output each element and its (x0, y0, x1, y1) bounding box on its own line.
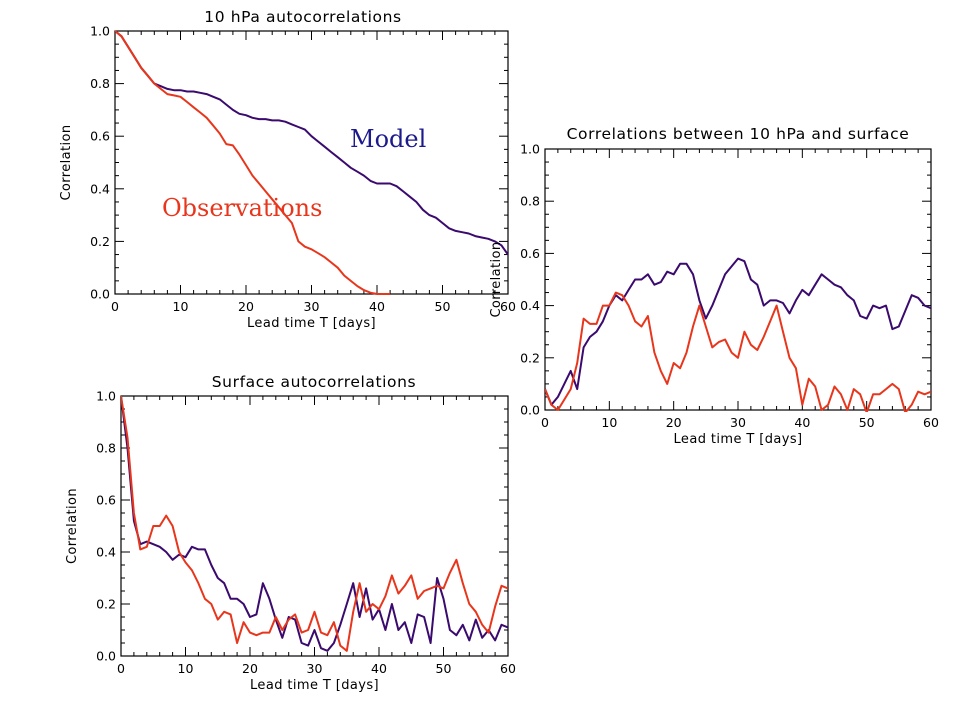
x-tick-label: 50 (859, 415, 875, 430)
x-tick-label: 20 (242, 661, 258, 676)
x-tick-label: 40 (371, 661, 387, 676)
y-tick-label: 0.0 (90, 287, 110, 302)
x-tick-label: 10 (173, 299, 189, 314)
x-tick-label: 0 (117, 661, 125, 676)
y-tick-label: 0.4 (96, 545, 116, 560)
plot-frame (120, 395, 509, 657)
y-tick-label: 1.0 (90, 24, 110, 39)
y-tick-label: 0.2 (520, 350, 540, 365)
y-tick-label: 0.4 (90, 181, 110, 196)
y-tick-label: 0.2 (90, 234, 110, 249)
chart-title: 10 hPa autocorrelations (204, 8, 401, 26)
chart-coupling: Correlations between 10 hPa and surface0… (489, 125, 939, 447)
y-axis: 0.0 0.2 0.4 0.6 0.8 1.0 (90, 24, 508, 302)
plot-frame (544, 148, 932, 411)
series-line-model (545, 257, 931, 406)
y-tick-label: 0.8 (96, 441, 116, 456)
x-tick-label: 30 (304, 299, 320, 314)
x-axis: 0 10 20 30 40 50 60 (541, 149, 939, 430)
y-tick-label: 0.6 (520, 246, 540, 261)
x-tick-label: 20 (666, 415, 682, 430)
chart-title: Surface autocorrelations (212, 373, 417, 391)
x-axis: 0 10 20 30 40 50 60 (117, 396, 516, 676)
y-tick-label: 0.8 (90, 76, 110, 91)
y-tick-label: 1.0 (520, 142, 540, 157)
series-line-model (121, 395, 508, 652)
y-tick-label: 1.0 (96, 389, 116, 404)
x-tick-label: 0 (111, 299, 119, 314)
x-tick-label: 20 (238, 299, 254, 314)
y-tick-label: 0.8 (520, 194, 540, 209)
y-tick-label: 0.0 (520, 403, 540, 418)
x-tick-label: 60 (500, 661, 516, 676)
y-axis: 0.0 0.2 0.4 0.6 0.8 1.0 (520, 142, 931, 418)
x-axis-label: Lead time T [days] (247, 316, 376, 331)
x-tick-label: 50 (436, 661, 452, 676)
plot-frame (114, 30, 509, 295)
x-tick-label: 30 (307, 661, 323, 676)
series-line-model (115, 30, 508, 256)
model-annotation: Model (350, 125, 426, 153)
series-line-observations (545, 291, 931, 412)
y-axis-label: Correlation (59, 124, 74, 200)
x-tick-label: 30 (730, 415, 746, 430)
x-axis-label: Lead time T [days] (674, 432, 803, 447)
y-axis-label: Correlation (489, 241, 504, 317)
x-tick-label: 0 (541, 415, 549, 430)
y-tick-label: 0.6 (90, 129, 110, 144)
x-tick-label: 10 (178, 661, 194, 676)
x-tick-label: 60 (500, 299, 516, 314)
series-line-observations (121, 395, 508, 652)
chart-title: Correlations between 10 hPa and surface (567, 125, 910, 143)
x-tick-label: 50 (435, 299, 451, 314)
x-axis: 0 10 20 30 40 50 60 (111, 31, 516, 314)
observations-annotation: Observations (162, 194, 322, 222)
y-axis-label: Correlation (65, 488, 80, 564)
y-axis: 0.0 0.2 0.4 0.6 0.8 1.0 (96, 389, 508, 664)
y-tick-label: 0.6 (96, 493, 116, 508)
x-axis-label: Lead time T [days] (250, 678, 379, 693)
x-tick-label: 40 (369, 299, 385, 314)
y-tick-label: 0.4 (520, 298, 540, 313)
x-tick-label: 10 (601, 415, 617, 430)
y-tick-label: 0.0 (96, 649, 116, 664)
x-tick-label: 40 (794, 415, 810, 430)
series-line-observations (115, 30, 391, 295)
y-tick-label: 0.2 (96, 597, 116, 612)
x-tick-label: 60 (923, 415, 939, 430)
